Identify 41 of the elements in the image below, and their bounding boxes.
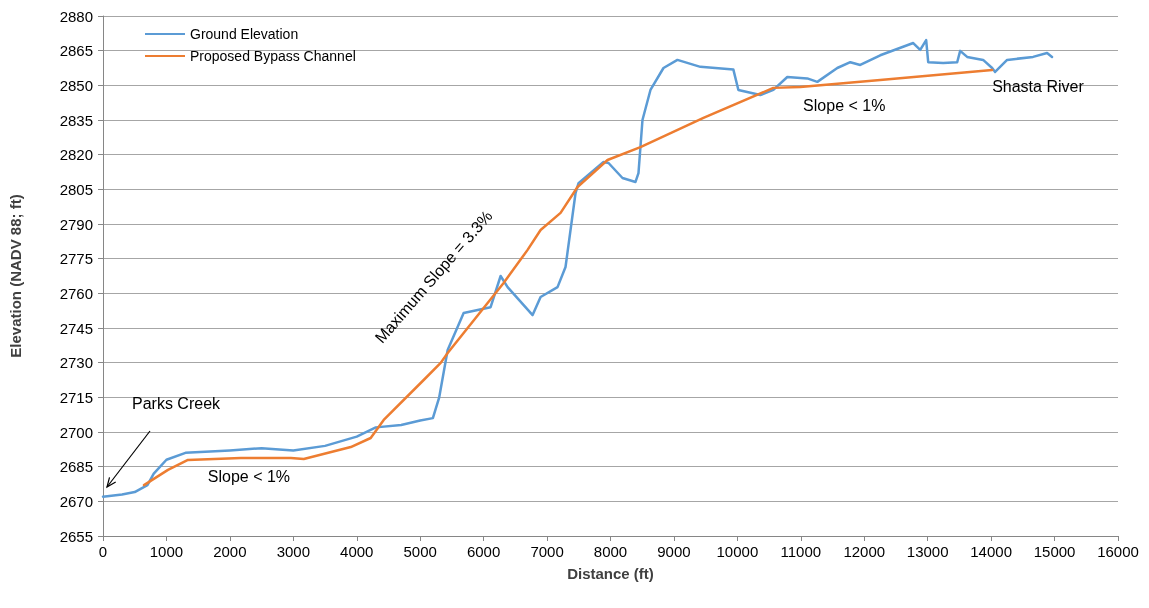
x-tick-label: 15000 — [1033, 543, 1076, 560]
legend-label: Proposed Bypass Channel — [190, 48, 356, 64]
x-tick-label: 13000 — [906, 543, 949, 560]
y-tick-label: 2880 — [59, 7, 93, 25]
annotation: Parks Creek — [132, 394, 222, 412]
x-tick-label: 8000 — [593, 543, 628, 560]
y-tick-label: 2745 — [59, 319, 93, 337]
y-tick-label: 2760 — [59, 284, 93, 302]
x-axis-title: Distance (ft) — [567, 565, 654, 582]
x-tick-label: 11000 — [780, 543, 822, 560]
x-tick-label: 9000 — [657, 543, 691, 560]
x-tick-label: 1000 — [149, 543, 184, 560]
annotation: Slope < 1% — [803, 96, 886, 114]
y-tick-label: 2805 — [59, 180, 93, 198]
y-tick-label: 2775 — [59, 250, 93, 268]
x-tick-label: 16000 — [1097, 543, 1139, 560]
y-tick-label: 2685 — [59, 458, 93, 476]
y-tick-label: 2850 — [59, 76, 93, 94]
x-tick-label: 5000 — [403, 543, 437, 560]
y-tick-label: 2670 — [59, 492, 93, 510]
y-tick-label: 2730 — [59, 354, 93, 372]
x-tick-label: 12000 — [843, 543, 886, 560]
x-tick-label: 3000 — [276, 543, 310, 560]
y-tick-label: 2865 — [59, 42, 93, 60]
y-axis-title: Elevation (NADV 88; ft) — [7, 194, 24, 358]
x-tick-label: 4000 — [340, 543, 374, 560]
y-tick-label: 2835 — [59, 111, 93, 129]
x-tick-label: 10000 — [716, 543, 759, 560]
x-tick-label: 7000 — [530, 543, 564, 560]
x-tick-label: 2000 — [213, 543, 247, 560]
y-tick-label: 2700 — [59, 423, 93, 441]
y-tick-label: 2715 — [59, 388, 93, 406]
y-tick-label: 2790 — [59, 215, 93, 233]
annotation: Slope < 1% — [207, 467, 291, 485]
x-tick-label: 6000 — [466, 543, 501, 560]
x-tick-label: 0 — [98, 543, 108, 560]
legend-label: Ground Elevation — [190, 26, 299, 42]
annotation: Shasta River — [992, 77, 1085, 95]
y-tick-label: 2820 — [59, 146, 93, 164]
x-tick-label: 14000 — [970, 543, 1012, 560]
y-tick-label: 2655 — [59, 527, 93, 545]
